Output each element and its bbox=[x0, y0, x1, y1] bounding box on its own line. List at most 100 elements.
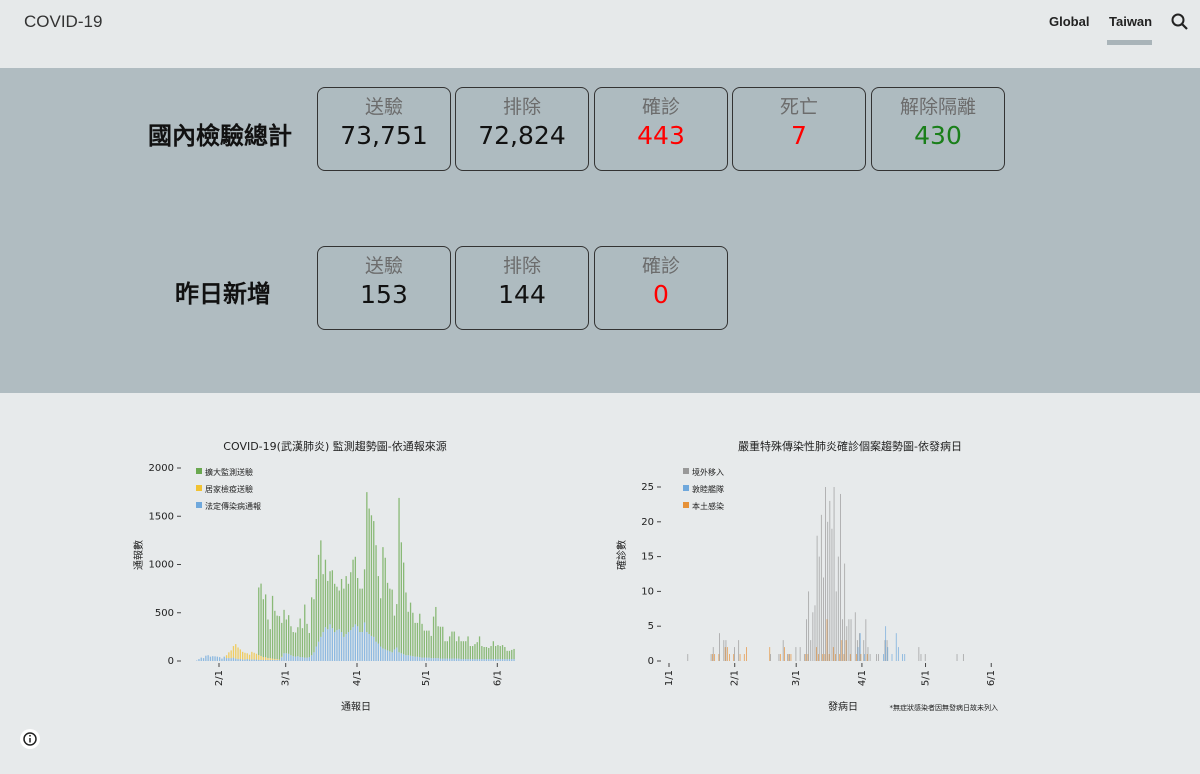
y-tick-label: 500 bbox=[155, 608, 174, 619]
bar-0 bbox=[426, 630, 428, 658]
bar-2 bbox=[207, 655, 209, 661]
bar-0 bbox=[458, 636, 460, 659]
bar-2 bbox=[453, 658, 455, 661]
bar-0 bbox=[865, 619, 867, 661]
bar-0 bbox=[499, 646, 501, 660]
bar-0 bbox=[465, 641, 467, 660]
bar-0 bbox=[373, 521, 375, 637]
bar-2 bbox=[832, 647, 834, 661]
bar-2 bbox=[405, 655, 407, 661]
bar-2 bbox=[232, 657, 235, 661]
site-title[interactable]: COVID-19 bbox=[24, 12, 103, 31]
bar-2 bbox=[822, 654, 824, 661]
bar-0 bbox=[876, 654, 877, 661]
bar-1 bbox=[271, 658, 274, 661]
bar-0 bbox=[856, 640, 858, 661]
bar-2 bbox=[396, 647, 398, 661]
bar-2 bbox=[449, 658, 451, 661]
bar-2 bbox=[746, 647, 747, 661]
stat-value: 72,824 bbox=[478, 121, 566, 150]
bar-1 bbox=[897, 647, 899, 661]
bar-1 bbox=[239, 649, 241, 660]
bar-2 bbox=[299, 657, 301, 661]
bar-1 bbox=[260, 655, 262, 660]
y-tick-label: 15 bbox=[641, 552, 654, 563]
bar-2 bbox=[437, 658, 439, 661]
bar-0 bbox=[258, 587, 260, 656]
search-icon[interactable] bbox=[1170, 12, 1190, 32]
bar-0 bbox=[962, 654, 964, 661]
legend-swatch bbox=[683, 485, 689, 491]
bar-2 bbox=[237, 659, 239, 661]
bar-2 bbox=[414, 656, 416, 661]
bar-0 bbox=[370, 515, 373, 636]
bar-2 bbox=[377, 643, 379, 661]
bar-2 bbox=[435, 658, 437, 661]
bar-2 bbox=[317, 641, 320, 661]
bar-2 bbox=[308, 657, 310, 661]
bar-0 bbox=[340, 578, 343, 633]
bar-2 bbox=[292, 656, 294, 661]
bar-2 bbox=[508, 659, 511, 661]
bar-2 bbox=[225, 658, 228, 661]
bar-0 bbox=[432, 616, 435, 659]
bar-0 bbox=[850, 619, 852, 661]
legend-swatch bbox=[196, 468, 202, 474]
bar-0 bbox=[297, 627, 299, 657]
bar-0 bbox=[501, 645, 504, 660]
bar-0 bbox=[472, 646, 474, 660]
bar-0 bbox=[361, 588, 363, 633]
bar-2 bbox=[198, 659, 200, 661]
bar-0 bbox=[345, 576, 347, 634]
stat-card-confirmed: 確診 443 bbox=[594, 87, 728, 171]
bar-2 bbox=[790, 654, 792, 661]
top-header: COVID-19 Global Taiwan bbox=[0, 0, 1200, 68]
bar-0 bbox=[453, 631, 455, 659]
stat-value: 7 bbox=[791, 121, 807, 150]
bar-2 bbox=[835, 654, 836, 661]
bar-2 bbox=[828, 654, 830, 661]
nav-taiwan[interactable]: Taiwan bbox=[1109, 14, 1153, 29]
bar-0 bbox=[322, 574, 324, 633]
bar-0 bbox=[789, 654, 790, 661]
bar-2 bbox=[513, 659, 515, 661]
bar-0 bbox=[290, 626, 292, 656]
bar-2 bbox=[504, 659, 506, 661]
bar-2 bbox=[230, 658, 232, 661]
bar-2 bbox=[729, 654, 730, 661]
chart-title: COVID-19(武漢肺炎) 監測趨勢圖-依通報來源 bbox=[223, 439, 446, 453]
new-card-excluded: 排除 144 bbox=[455, 246, 589, 330]
bar-0 bbox=[331, 570, 333, 629]
bar-2 bbox=[212, 656, 214, 661]
bar-2 bbox=[228, 658, 230, 661]
bar-0 bbox=[439, 626, 442, 659]
bar-2 bbox=[320, 636, 322, 661]
bar-0 bbox=[835, 591, 837, 661]
bar-0 bbox=[795, 647, 797, 661]
new-card-confirmed: 確診 0 bbox=[594, 246, 728, 330]
bar-2 bbox=[214, 656, 216, 661]
bar-0 bbox=[725, 640, 727, 661]
legend-swatch bbox=[683, 468, 689, 474]
stat-label: 送驗 bbox=[364, 255, 403, 277]
bar-0 bbox=[281, 622, 283, 657]
bar-0 bbox=[334, 583, 336, 633]
stat-label: 確診 bbox=[641, 255, 680, 277]
nav-global[interactable]: Global bbox=[1049, 14, 1090, 29]
bar-1 bbox=[857, 647, 859, 661]
info-icon[interactable] bbox=[20, 729, 40, 749]
bar-2 bbox=[439, 658, 442, 661]
bar-2 bbox=[488, 659, 490, 661]
bar-1 bbox=[255, 653, 258, 660]
bar-0 bbox=[352, 559, 354, 628]
bar-0 bbox=[723, 640, 725, 661]
bar-1 bbox=[232, 646, 235, 658]
bar-0 bbox=[396, 604, 398, 648]
bar-0 bbox=[391, 589, 393, 653]
bar-0 bbox=[278, 616, 281, 660]
bar-0 bbox=[497, 645, 499, 660]
bar-0 bbox=[416, 622, 419, 657]
bar-0 bbox=[738, 640, 740, 661]
bar-2 bbox=[499, 659, 501, 661]
bar-2 bbox=[331, 628, 333, 661]
